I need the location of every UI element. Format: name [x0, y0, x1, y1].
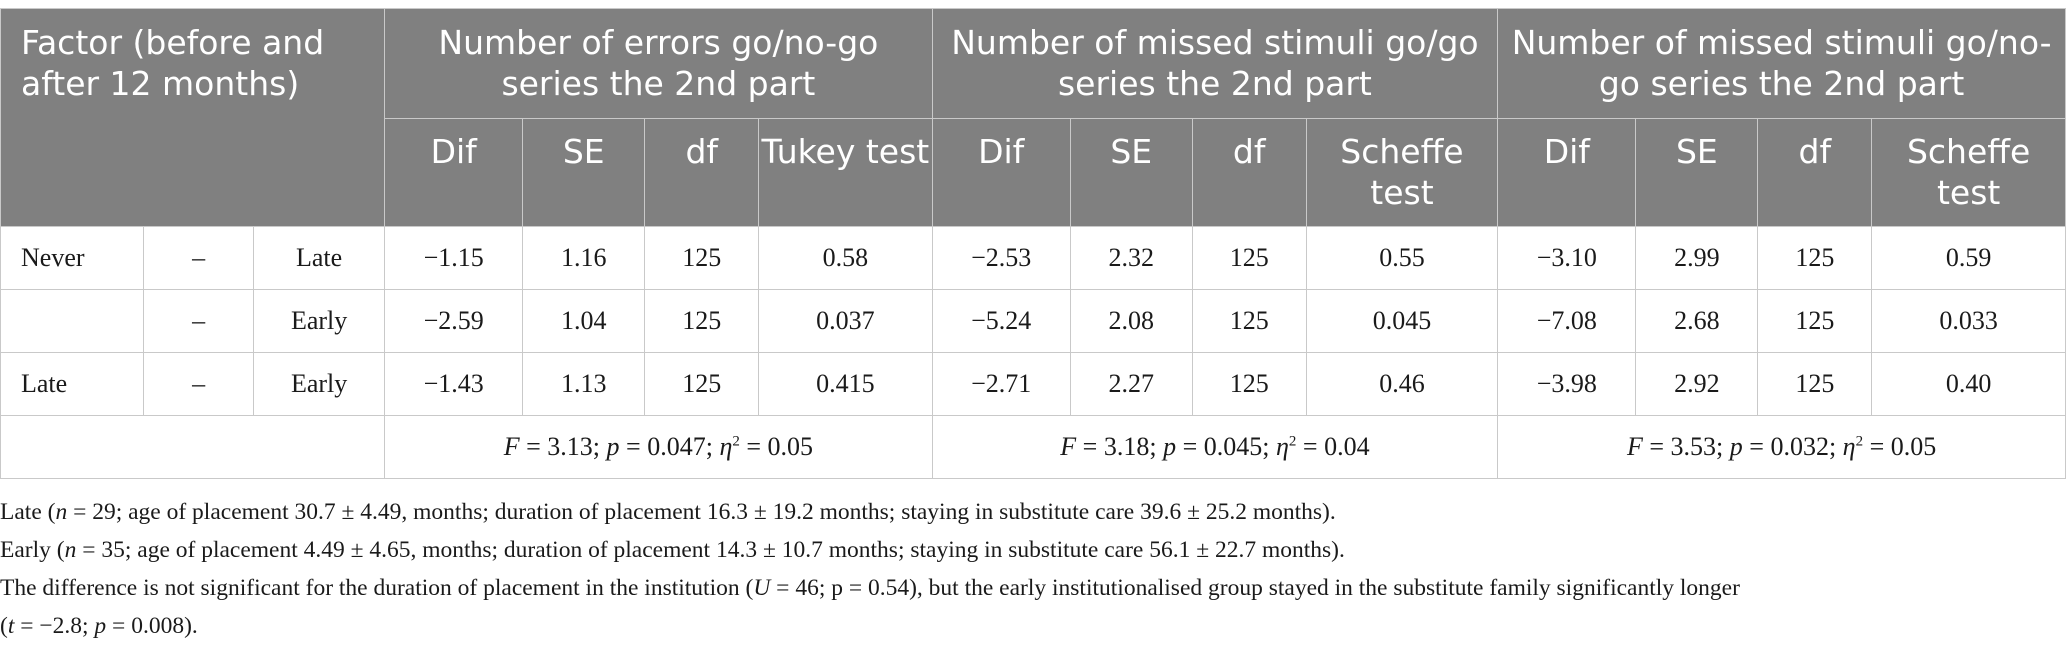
row-dash: –	[143, 226, 255, 290]
table-cell: 2.27	[1069, 352, 1193, 416]
table-cell: −2.71	[931, 352, 1071, 416]
group-header-missed-go-no-go: Number of missed stimuli go/no-go series…	[1497, 8, 2066, 119]
table-cell: −2.59	[384, 289, 524, 353]
table-cell: −3.98	[1497, 352, 1637, 416]
table-cell: 125	[1757, 226, 1873, 290]
group-header-missed-go-go: Number of missed stimuli go/go series th…	[931, 8, 1499, 119]
row-factor-a	[0, 289, 145, 353]
table-cell: 0.415	[758, 352, 933, 416]
table-cell: −5.24	[931, 289, 1071, 353]
table-cell: 125	[644, 226, 760, 290]
table-cell: −3.10	[1497, 226, 1637, 290]
footnote-late: Late (n = 29; age of placement 30.7 ± 4.…	[0, 499, 1336, 525]
table-cell: 125	[1757, 289, 1873, 353]
col-header: Scheffe test	[1305, 118, 1499, 227]
results-table: Factor (before and after 12 months) Numb…	[0, 8, 2066, 479]
col-header: Tukey test	[758, 118, 933, 227]
table-cell: 0.46	[1305, 352, 1499, 416]
row-factor-b: Late	[253, 226, 386, 290]
table-cell: 2.99	[1635, 226, 1759, 290]
col-header: Dif	[384, 118, 524, 227]
anova-row: F = 3.13; p = 0.047; η2 = 0.05 F = 3.18;…	[0, 415, 2066, 479]
col-header: df	[644, 118, 760, 227]
table-cell: 2.68	[1635, 289, 1759, 353]
table-cell: 125	[1191, 352, 1307, 416]
table-cell: −1.15	[384, 226, 524, 290]
table-cell: −7.08	[1497, 289, 1637, 353]
table-cell: 125	[1191, 289, 1307, 353]
row-dash: –	[143, 289, 255, 353]
table-cell: 0.59	[1871, 226, 2066, 290]
table-cell: 0.58	[758, 226, 933, 290]
col-header: Dif	[1497, 118, 1637, 227]
table-cell: −1.43	[384, 352, 524, 416]
header-row-1: Factor (before and after 12 months) Numb…	[0, 8, 2066, 227]
row-factor-a: Late	[0, 352, 145, 416]
table-cell: 1.13	[522, 352, 646, 416]
anova-stats-missed-go-go: F = 3.18; p = 0.045; η2 = 0.04	[931, 415, 1499, 479]
col-header: SE	[1069, 118, 1193, 227]
table-cell: 125	[1757, 352, 1873, 416]
col-header: SE	[522, 118, 646, 227]
table-cell: 0.033	[1871, 289, 2066, 353]
row-factor-b: Early	[253, 289, 386, 353]
group-header-errors: Number of errors go/no-go series the 2nd…	[384, 8, 933, 119]
table-cell: 2.92	[1635, 352, 1759, 416]
row-dash: –	[143, 352, 255, 416]
row-factor-b: Early	[253, 352, 386, 416]
footnote-early: Early (n = 35; age of placement 4.49 ± 4…	[0, 537, 1345, 563]
footnote-difference: The difference is not significant for th…	[0, 575, 1740, 639]
header-row-2: Dif SE df Tukey test Dif SE df Scheffe t…	[1, 118, 2066, 227]
table-cell: 0.55	[1305, 226, 1499, 290]
table-cell: 2.08	[1069, 289, 1193, 353]
table-cell: 125	[644, 352, 760, 416]
table-cell: 125	[644, 289, 760, 353]
table-cell: 1.16	[522, 226, 646, 290]
table-footnotes: Late (n = 29; age of placement 30.7 ± 4.…	[0, 493, 2060, 645]
factor-header: Factor (before and after 12 months)	[0, 8, 386, 227]
table-row: Never – Late −1.15 1.16 125 0.58 −2.53 2…	[0, 226, 2066, 290]
table-row: Late – Early −1.43 1.13 125 0.415 −2.71 …	[0, 352, 2066, 416]
col-header: Dif	[931, 118, 1071, 227]
table-cell: 1.04	[522, 289, 646, 353]
results-table-container: Factor (before and after 12 months) Numb…	[0, 8, 2068, 479]
table-cell: 0.40	[1871, 352, 2066, 416]
col-header: SE	[1635, 118, 1759, 227]
col-header: Scheffe test	[1871, 118, 2066, 227]
table-cell: 125	[1191, 226, 1307, 290]
anova-stats-errors: F = 3.13; p = 0.047; η2 = 0.05	[384, 415, 933, 479]
anova-empty-cell	[0, 415, 386, 479]
col-header: df	[1757, 118, 1873, 227]
table-cell: 2.32	[1069, 226, 1193, 290]
table-cell: 0.045	[1305, 289, 1499, 353]
row-factor-a: Never	[0, 226, 145, 290]
anova-stats-missed-go-no-go: F = 3.53; p = 0.032; η2 = 0.05	[1497, 415, 2066, 479]
col-header: df	[1191, 118, 1307, 227]
table-cell: −2.53	[931, 226, 1071, 290]
table-cell: 0.037	[758, 289, 933, 353]
table-row: – Early −2.59 1.04 125 0.037 −5.24 2.08 …	[0, 289, 2066, 353]
